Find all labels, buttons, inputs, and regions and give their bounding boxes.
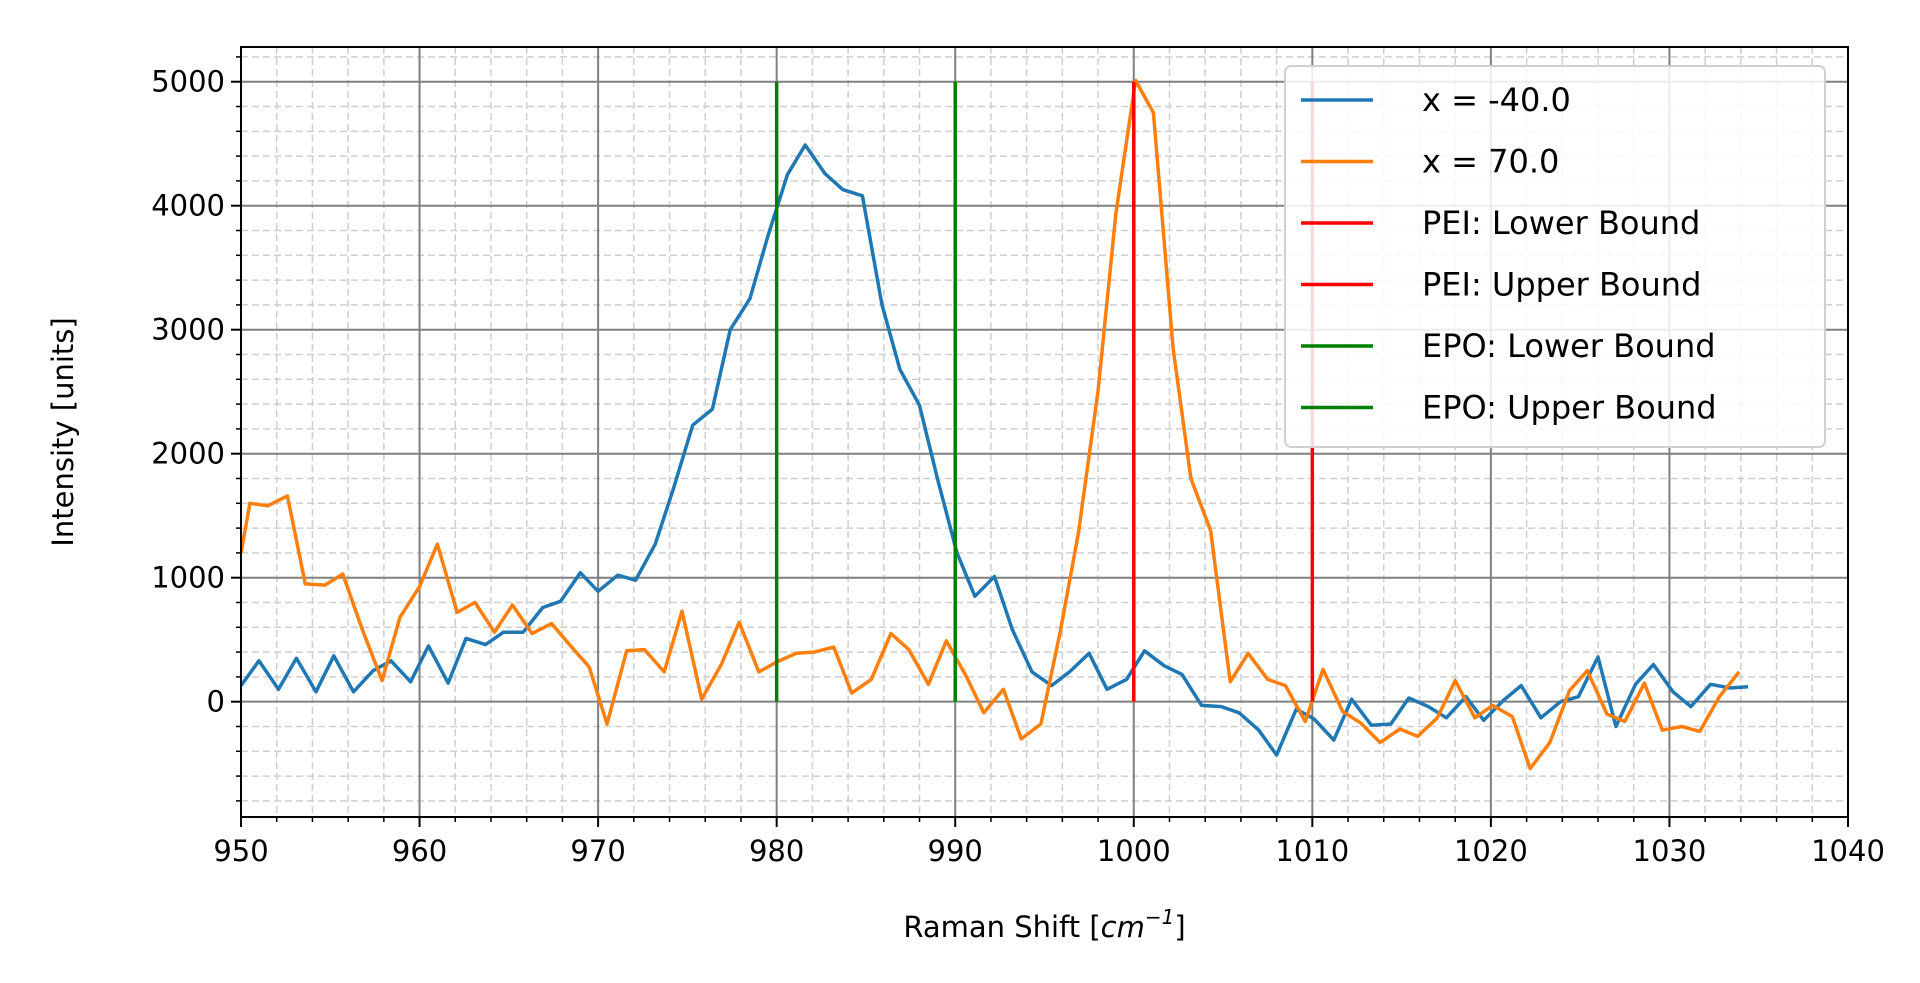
y-tick-label: 2000 xyxy=(151,437,225,471)
x-axis-label-exponent: −1 xyxy=(1145,905,1174,929)
legend-label: EPO: Lower Bound xyxy=(1422,327,1716,365)
y-tick-label: 5000 xyxy=(151,65,225,99)
x-axis-label-text: Raman Shift [ xyxy=(903,910,1100,944)
series-line xyxy=(241,78,1741,771)
minor-grid xyxy=(241,47,1848,817)
x-tick-labels: 950 960 970 980 990 1000 1010 1020 1030 1040 xyxy=(213,834,1885,868)
x-tick-label: 970 xyxy=(570,834,625,868)
legend-box xyxy=(1284,65,1826,448)
x-tick-label: 1040 xyxy=(1811,834,1885,868)
legend-label: x = 70.0 xyxy=(1422,143,1559,181)
y-tick-label: 0 xyxy=(207,685,225,719)
y-tick-label: 4000 xyxy=(151,189,225,223)
y-axis-label: Intensity [units] xyxy=(46,317,80,546)
axis-ticks xyxy=(231,56,1849,827)
legend-label: PEI: Upper Bound xyxy=(1422,266,1701,304)
x-tick-label: 1010 xyxy=(1275,834,1349,868)
y-tick-labels: 0 1000 2000 3000 4000 5000 xyxy=(151,65,225,719)
x-axis-label-close: ] xyxy=(1174,910,1185,944)
x-tick-label: 960 xyxy=(392,834,447,868)
x-tick-label: 980 xyxy=(749,834,804,868)
legend: x = -40.0 x = 70.0 PEI: Lower Bound PEI: Up… xyxy=(1284,65,1826,448)
legend-label: EPO: Upper Bound xyxy=(1422,389,1717,427)
plot-frame xyxy=(240,46,1849,818)
legend-label: PEI: Lower Bound xyxy=(1422,204,1700,242)
legend-label: x = -40.0 xyxy=(1422,81,1571,119)
y-tick-label: 3000 xyxy=(151,313,225,347)
x-axis-label-unit: cm xyxy=(1101,910,1145,944)
x-tick-label: 1030 xyxy=(1633,834,1707,868)
x-tick-label: 1020 xyxy=(1454,834,1528,868)
x-tick-label: 1000 xyxy=(1097,834,1171,868)
x-axis-label: Raman Shift [cm−1] xyxy=(903,905,1185,944)
x-tick-label: 950 xyxy=(213,834,268,868)
y-tick-label: 1000 xyxy=(151,561,225,595)
x-tick-label: 990 xyxy=(928,834,983,868)
